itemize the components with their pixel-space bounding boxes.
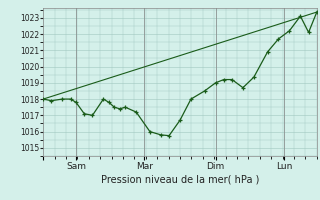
X-axis label: Pression niveau de la mer( hPa ): Pression niveau de la mer( hPa ) xyxy=(101,175,259,185)
